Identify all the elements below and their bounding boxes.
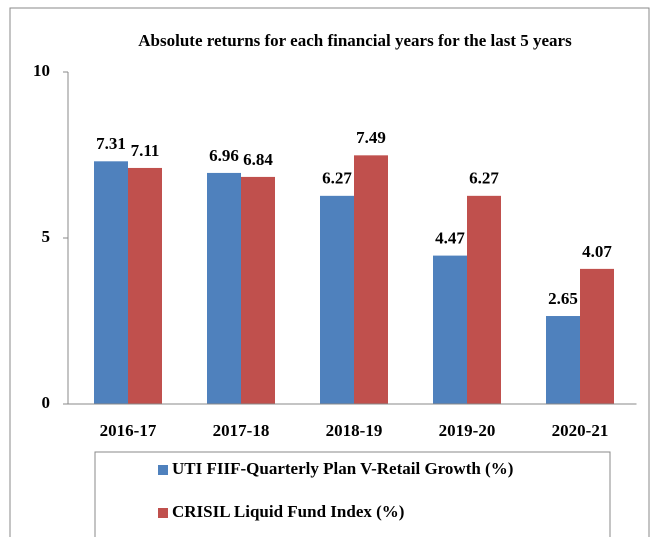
legend-label: CRISIL Liquid Fund Index (%)	[172, 502, 404, 521]
data-label: 6.27	[469, 169, 499, 188]
data-label: 7.31	[96, 134, 126, 153]
chart-border	[9, 7, 650, 537]
data-label: 4.47	[435, 229, 465, 248]
bar	[433, 255, 467, 404]
bar	[354, 155, 388, 404]
x-tick-label: 2017-18	[213, 421, 270, 440]
data-label: 6.84	[243, 150, 273, 169]
legend-swatch	[158, 508, 168, 518]
x-tick-label: 2016-17	[100, 421, 157, 440]
bar	[128, 167, 162, 404]
y-tick-label: 0	[42, 393, 51, 412]
legend-box	[94, 451, 611, 537]
data-label: 7.11	[131, 141, 160, 160]
x-tick-label: 2020-21	[552, 421, 609, 440]
x-tick-label: 2018-19	[326, 421, 383, 440]
data-label: 7.49	[356, 128, 386, 147]
legend-swatch	[158, 465, 168, 475]
y-tick-label: 10	[33, 61, 50, 80]
chart-title: Absolute returns for each financial year…	[138, 31, 572, 50]
legend-label: UTI FIIF-Quarterly Plan V-Retail Growth …	[172, 459, 513, 478]
bar	[546, 316, 580, 404]
x-tick-label: 2019-20	[439, 421, 496, 440]
data-label: 6.96	[209, 146, 239, 165]
bar	[241, 176, 275, 404]
bar	[94, 161, 128, 404]
data-label: 6.27	[322, 169, 352, 188]
bar	[467, 195, 501, 404]
bar	[320, 195, 354, 404]
data-label: 4.07	[582, 242, 612, 261]
bar	[207, 172, 241, 404]
bar	[580, 268, 614, 404]
data-label: 2.65	[548, 289, 578, 308]
y-tick-label: 5	[42, 227, 51, 246]
